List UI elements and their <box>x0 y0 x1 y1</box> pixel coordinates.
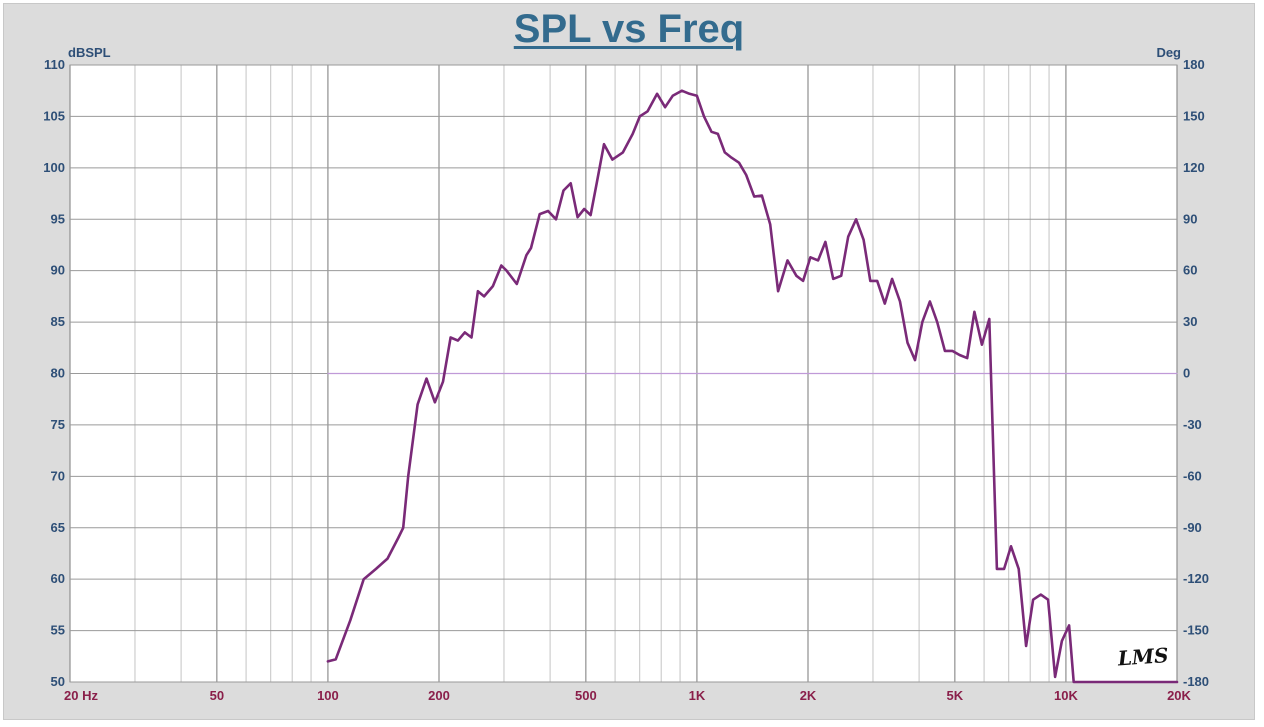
y2-tick-label: -30 <box>1183 417 1202 432</box>
y2-tick-label: -180 <box>1183 674 1209 689</box>
x-tick-label: 20K <box>1167 688 1191 703</box>
y2-tick-label: 150 <box>1183 108 1205 123</box>
y-tick-label: 105 <box>43 108 65 123</box>
y-tick-label: 65 <box>51 520 65 535</box>
y-axis-unit-label: dBSPL <box>68 45 111 60</box>
y2-tick-label: 90 <box>1183 211 1197 226</box>
x-tick-label: 1K <box>689 688 706 703</box>
x-tick-label: 20 Hz <box>64 688 98 703</box>
lms-watermark: LMS <box>1116 643 1169 671</box>
y-tick-label: 80 <box>51 366 65 381</box>
y2-tick-label: 180 <box>1183 57 1205 72</box>
y2-tick-label: -90 <box>1183 520 1202 535</box>
y-tick-label: 60 <box>51 571 65 586</box>
x-tick-label: 2K <box>800 688 817 703</box>
x-tick-label: 500 <box>575 688 597 703</box>
y-tick-label: 70 <box>51 468 65 483</box>
y2-axis-unit-label: Deg <box>1156 45 1181 60</box>
grid-lines <box>69 64 1178 683</box>
chart-title: SPL vs Freq <box>513 7 745 51</box>
y2-tick-label: 120 <box>1183 160 1205 175</box>
y2-tick-label: -120 <box>1183 571 1209 586</box>
y-tick-label: 55 <box>51 623 65 638</box>
series-group <box>326 89 1179 684</box>
x-tick-label: 100 <box>317 688 339 703</box>
y-tick-label: 50 <box>51 674 65 689</box>
y2-tick-label: 0 <box>1183 366 1190 381</box>
y-tick-label: 90 <box>51 263 65 278</box>
y-tick-label: 75 <box>51 417 65 432</box>
tick-labels: 110 105 100 95 90 85 80 75 70 65 60 55 50 180 150 120 90… <box>43 57 1209 703</box>
spl-curve <box>326 89 1179 684</box>
y-tick-label: 110 <box>44 57 65 72</box>
y-tick-label: 85 <box>51 314 65 329</box>
y2-tick-label: -60 <box>1183 468 1202 483</box>
y-tick-label: 95 <box>51 211 65 226</box>
y-tick-label: 100 <box>43 160 65 175</box>
x-tick-label: 200 <box>428 688 450 703</box>
x-tick-label: 50 <box>210 688 224 703</box>
x-tick-label: 5K <box>947 688 964 703</box>
x-tick-label: 10K <box>1054 688 1078 703</box>
y2-tick-label: 30 <box>1183 314 1197 329</box>
y2-tick-label: -150 <box>1183 623 1209 638</box>
y2-tick-label: 60 <box>1183 263 1197 278</box>
